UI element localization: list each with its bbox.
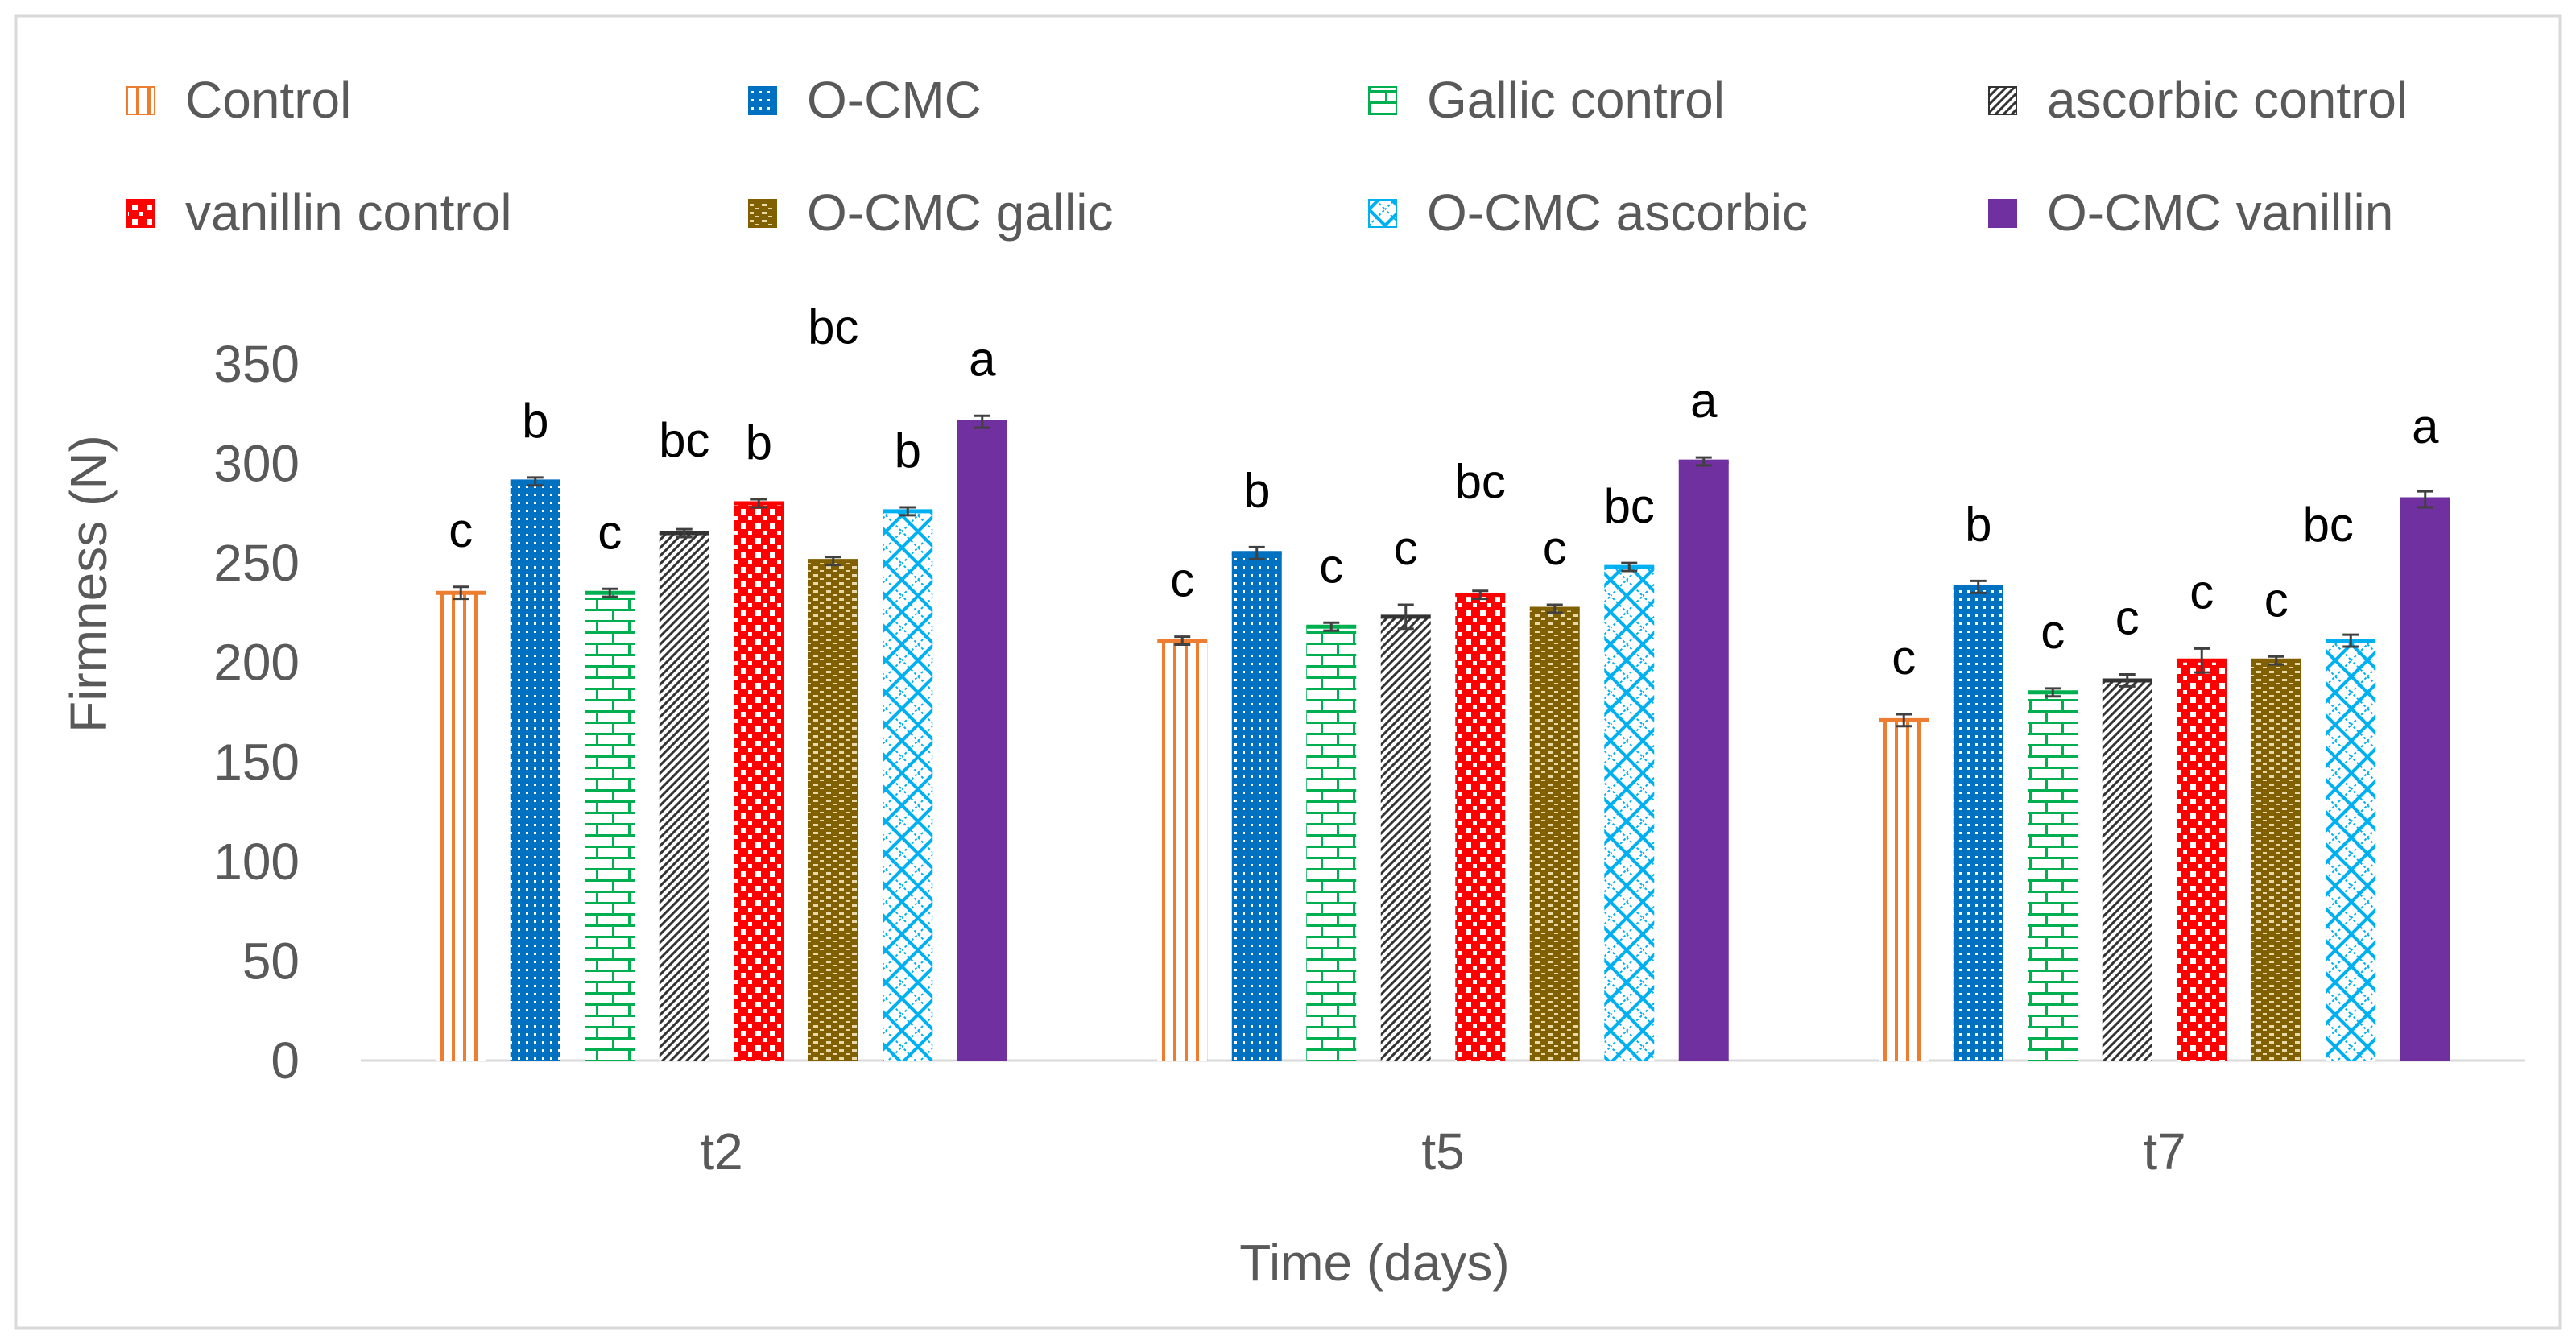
bar (1953, 586, 2003, 1061)
legend-label: vanillin control (185, 184, 512, 242)
bar (734, 503, 784, 1061)
bar (436, 593, 486, 1061)
significance-letter: a (1690, 374, 1718, 428)
legend-swatch (748, 86, 777, 115)
significance-letter: c (2264, 573, 2289, 627)
legend-label: O-CMC (807, 71, 982, 129)
legend-swatch (748, 199, 777, 228)
bar (1231, 552, 1282, 1061)
significance-letter: b (746, 416, 772, 469)
bar (957, 421, 1007, 1061)
significance-letter: c (1394, 521, 1418, 575)
significance-letter: c (1170, 553, 1194, 607)
bar (1306, 627, 1357, 1061)
x-axis: t2 t5 t7 (700, 1123, 2185, 1181)
legend-swatch (1988, 86, 2017, 115)
significance-letter: a (2412, 399, 2439, 453)
legend-label: ascorbic control (2047, 71, 2408, 129)
legend: Control O-CMC Gallic control ascorbic contr… (126, 71, 2408, 242)
x-tick-label: t5 (1421, 1123, 1464, 1181)
legend-swatch (1368, 86, 1397, 115)
y-tick-label: 350 (213, 335, 300, 393)
bar (1604, 567, 1655, 1061)
bar (585, 593, 635, 1061)
legend-label: O-CMC ascorbic (1427, 184, 1808, 242)
bar (2326, 640, 2376, 1061)
significance-letter: c (597, 505, 622, 559)
significance-letter: c (2115, 591, 2140, 645)
y-tick-label: 50 (242, 932, 300, 990)
significance-letter: b (895, 424, 921, 478)
legend-label: Gallic control (1427, 71, 1725, 129)
significance-letter: a (969, 332, 996, 386)
bar (2177, 660, 2227, 1061)
significance-letter: c (449, 503, 473, 557)
bar (1455, 594, 1506, 1061)
legend-swatch (1368, 199, 1397, 228)
y-tick-label: 200 (213, 634, 300, 692)
bar (1678, 461, 1729, 1061)
bar (2400, 499, 2450, 1061)
bar (883, 511, 933, 1061)
legend-label: O-CMC vanillin (2047, 184, 2393, 242)
significance-letter: bc (2303, 498, 2354, 552)
bar (659, 533, 709, 1061)
significance-letter: bc (1455, 455, 1506, 509)
bar (2102, 680, 2152, 1061)
significance-letter: bc (1604, 479, 1655, 533)
significance-letter: b (1243, 463, 1270, 517)
y-axis-title: Firmness (N) (60, 435, 118, 733)
significance-letter: c (1543, 521, 1567, 575)
bar (1380, 616, 1431, 1061)
bar (2028, 692, 2078, 1061)
y-tick-label: 150 (213, 733, 300, 791)
y-tick-label: 250 (213, 534, 300, 592)
bar (2251, 660, 2301, 1061)
significance-letter: c (2041, 605, 2065, 659)
significance-letter: bc (808, 300, 858, 354)
significance-letter: c (2189, 564, 2214, 618)
bar (1879, 720, 1929, 1061)
x-tick-label: t2 (700, 1123, 742, 1181)
x-tick-label: t7 (2143, 1123, 2185, 1181)
legend-label: Control (185, 71, 351, 129)
significance-letter: c (1892, 631, 1916, 684)
significance-letter: b (522, 394, 548, 448)
legend-swatch (1988, 199, 2017, 228)
y-axis: 0 50 100 150 200 250 300 350 (213, 335, 300, 1090)
bar (808, 560, 858, 1061)
y-tick-label: 0 (271, 1032, 300, 1090)
significance-letter: c (1319, 539, 1343, 593)
y-tick-label: 100 (213, 833, 300, 891)
x-axis-title: Time (days) (1239, 1234, 1509, 1292)
significance-letter: b (1965, 497, 1991, 551)
legend-label: O-CMC gallic (807, 184, 1113, 242)
legend-swatch (126, 199, 155, 228)
legend-swatch (126, 86, 155, 115)
bar (1157, 640, 1208, 1061)
y-tick-label: 300 (213, 435, 300, 493)
bar (1529, 608, 1580, 1061)
significance-letter: bc (659, 413, 709, 467)
bar (510, 481, 560, 1061)
